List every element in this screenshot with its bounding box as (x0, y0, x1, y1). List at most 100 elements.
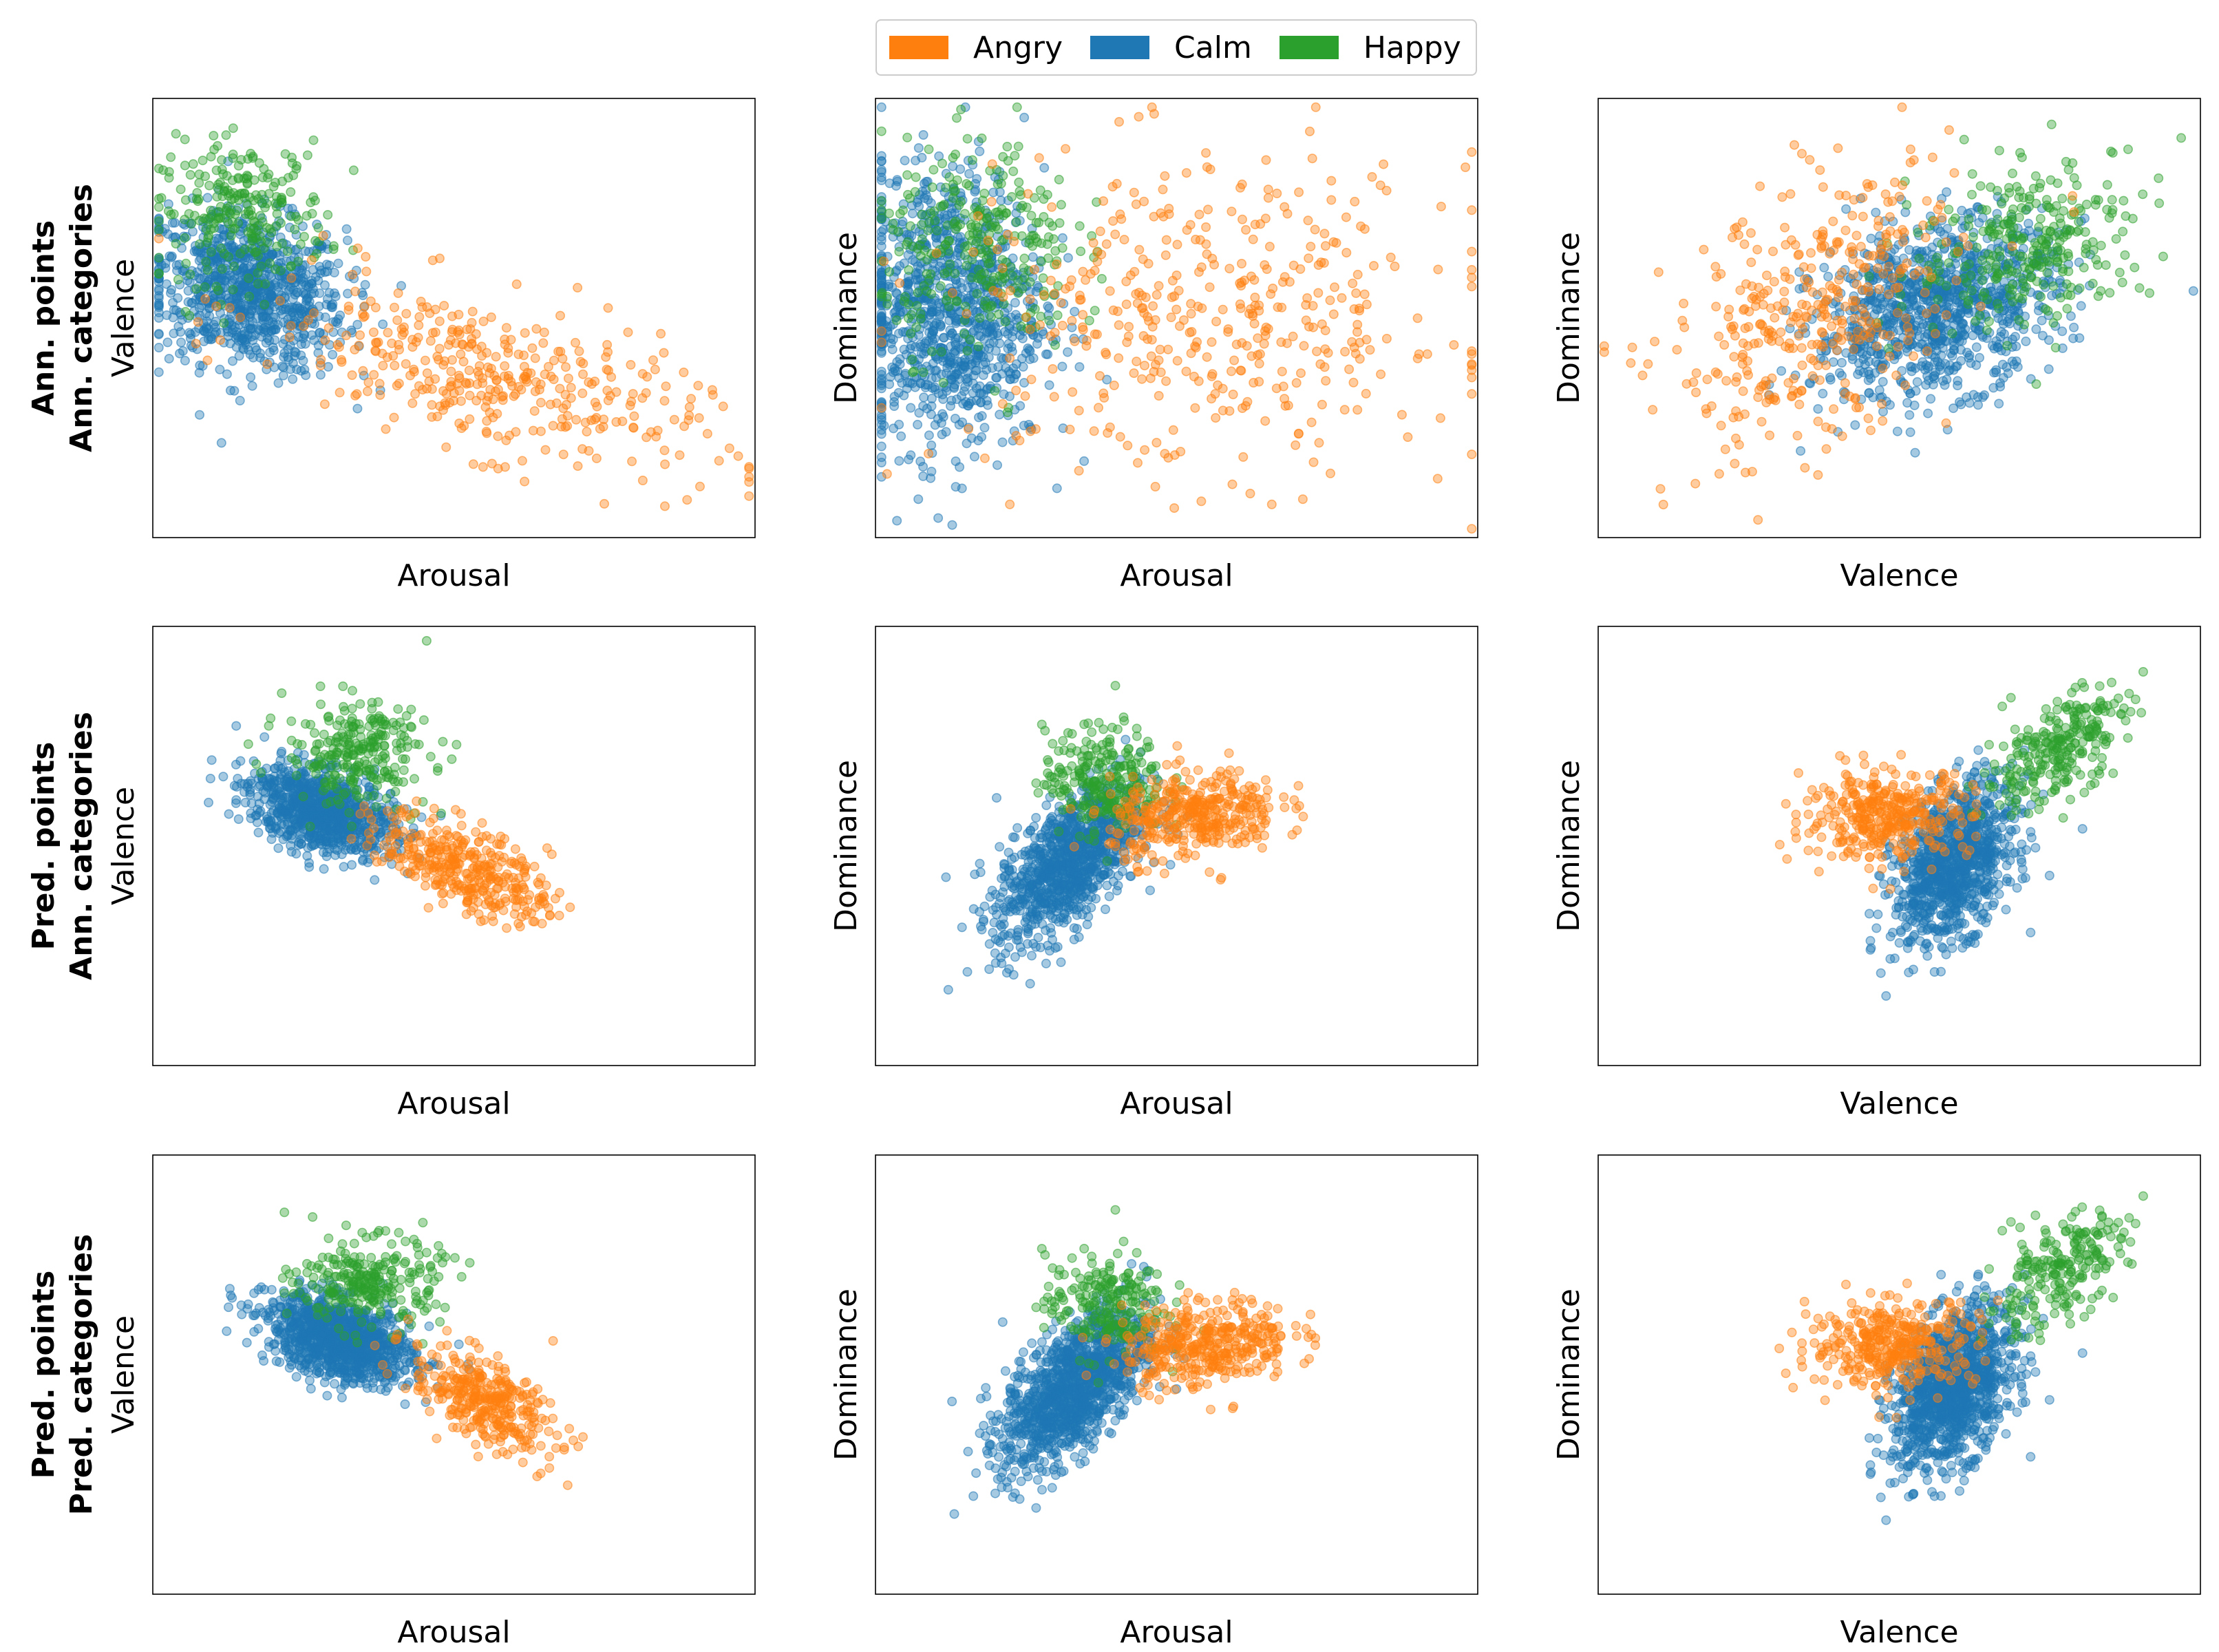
point-happy (200, 171, 211, 182)
point-calm (976, 397, 986, 407)
point-angry (2007, 241, 2017, 251)
point-happy (876, 195, 886, 206)
point-angry (1711, 272, 1721, 282)
point-angry (430, 327, 440, 337)
point-angry (286, 273, 297, 283)
point-angry (202, 355, 213, 366)
point-calm (352, 319, 363, 330)
point-angry (1319, 229, 1330, 239)
point-angry (1816, 327, 1827, 337)
point-angry (306, 255, 317, 265)
point-angry (434, 253, 445, 264)
point-happy (2030, 171, 2041, 181)
point-angry (1828, 216, 1838, 226)
point-angry (577, 388, 588, 399)
point-happy (2007, 214, 2017, 224)
point-calm (328, 350, 338, 360)
point-angry (992, 244, 1003, 255)
y-axis-label: Valence (106, 259, 141, 377)
point-angry (480, 402, 491, 412)
point-calm (919, 392, 929, 403)
point-angry (375, 390, 385, 400)
point-angry (733, 451, 743, 461)
point-calm (1063, 347, 1073, 357)
point-angry (1813, 416, 1823, 427)
point-calm (215, 364, 225, 374)
point-angry (1297, 494, 1308, 505)
point-calm (163, 229, 173, 239)
point-angry (1266, 289, 1276, 299)
point-calm (2002, 317, 2013, 327)
point-calm (951, 315, 962, 325)
point-calm (926, 401, 937, 411)
point-calm (995, 187, 1005, 197)
point-angry (1898, 180, 1908, 191)
point-angry (454, 385, 465, 396)
point-happy (2046, 175, 2056, 185)
point-calm (951, 482, 961, 492)
point-angry (1935, 200, 1946, 210)
point-angry (1930, 304, 1940, 314)
point-calm (926, 308, 937, 318)
point-happy (2025, 264, 2035, 274)
point-happy (275, 218, 286, 229)
point-calm (256, 288, 266, 298)
point-happy (233, 218, 244, 229)
point-calm (947, 520, 957, 530)
point-angry (1143, 258, 1154, 268)
point-angry (1361, 388, 1371, 399)
point-calm (221, 290, 231, 301)
point-calm (1015, 330, 1025, 341)
point-angry (1827, 321, 1837, 331)
point-happy (2019, 319, 2030, 330)
point-angry (489, 370, 500, 381)
point-angry (1160, 449, 1170, 459)
point-angry (1277, 366, 1287, 377)
point-happy (194, 178, 204, 188)
point-angry (374, 379, 385, 389)
point-calm (153, 293, 164, 303)
point-calm (1902, 398, 1913, 408)
point-calm (987, 363, 997, 373)
point-angry (387, 338, 397, 348)
point-happy (153, 253, 164, 263)
point-happy (932, 225, 942, 235)
point-happy (275, 266, 286, 276)
point-happy (270, 264, 280, 275)
point-calm (279, 348, 290, 358)
point-happy (918, 367, 928, 377)
point-happy (998, 171, 1008, 181)
point-angry (1834, 190, 1845, 200)
point-happy (988, 272, 999, 282)
point-angry (1263, 184, 1273, 195)
point-angry (1714, 331, 1724, 341)
point-calm (948, 382, 959, 392)
point-angry (1235, 182, 1246, 193)
point-calm (1057, 361, 1068, 372)
point-angry (1840, 378, 1850, 388)
point-angry (1320, 241, 1330, 251)
point-angry (586, 415, 597, 425)
point-angry (1922, 346, 1932, 357)
point-happy (2154, 198, 2165, 209)
point-calm (884, 379, 895, 390)
point-happy (293, 215, 304, 225)
point-angry (1813, 469, 1823, 480)
point-angry (224, 303, 235, 313)
point-happy (259, 202, 270, 213)
point-angry (456, 396, 466, 406)
point-calm (1885, 400, 1896, 410)
point-calm (304, 301, 315, 311)
point-angry (1094, 403, 1104, 413)
point-angry (1088, 237, 1098, 248)
point-calm (301, 295, 312, 306)
legend-swatch-angry (889, 36, 948, 59)
point-angry (485, 368, 495, 378)
point-angry (601, 352, 611, 362)
point-happy (233, 195, 244, 205)
point-calm (333, 258, 343, 268)
point-calm (1847, 354, 1858, 365)
scatter-points (1599, 102, 2198, 525)
point-angry (1242, 396, 1253, 407)
point-calm (186, 340, 196, 350)
